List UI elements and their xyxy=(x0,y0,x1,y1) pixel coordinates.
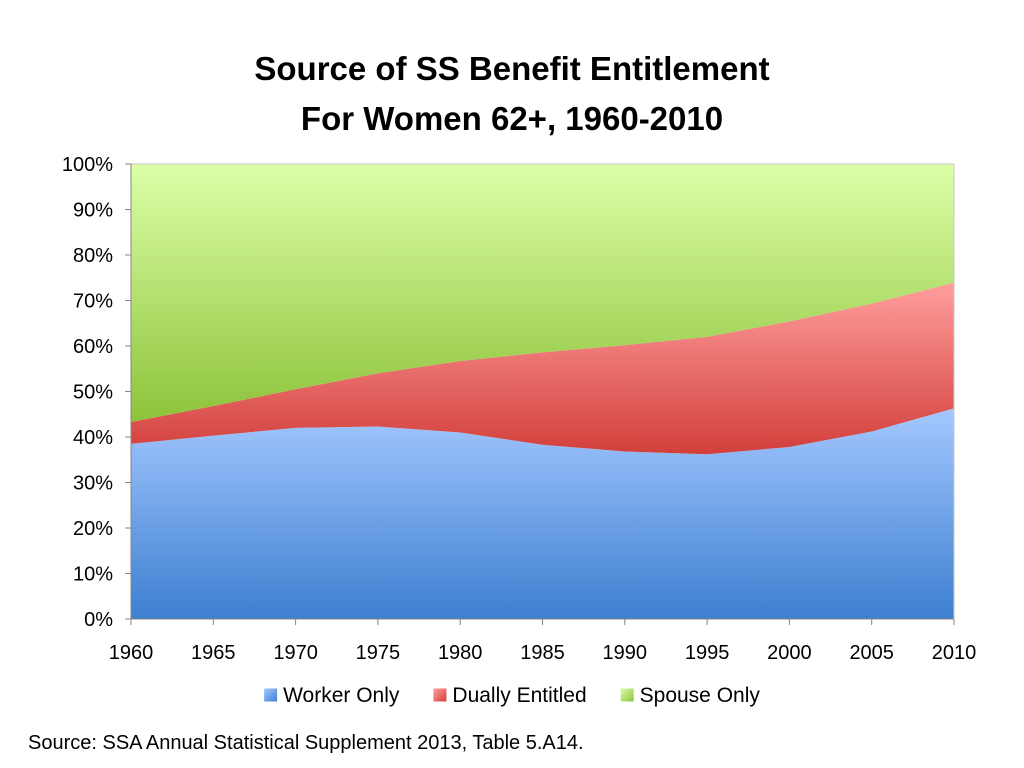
legend-swatch xyxy=(433,688,447,702)
x-tick-label: 1960 xyxy=(109,642,154,664)
y-tick-label: 100% xyxy=(62,154,113,176)
source-note: Source: SSA Annual Statistical Supplemen… xyxy=(28,732,584,754)
chart-title: Source of SS Benefit Entitlement For Wom… xyxy=(0,44,1024,144)
legend-label: Worker Only xyxy=(283,684,400,707)
y-tick-label: 10% xyxy=(73,564,113,586)
x-axis: 1960 1965 1970 1975 1980 1985 1990 1995 2000 2005… xyxy=(109,618,977,664)
chart-title-line-2: For Women 62+, 1960-2010 xyxy=(300,100,724,137)
legend-label: Spouse Only xyxy=(640,684,761,707)
y-axis: 0% 10% 20% 30% 40% 50% 60% 70% 80% 90% 100% xyxy=(62,154,132,631)
y-tick-label: 80% xyxy=(73,245,113,267)
plot-frame xyxy=(131,163,955,619)
x-tick-label: 1980 xyxy=(438,642,483,664)
x-tick-label: 1995 xyxy=(685,642,730,664)
area-worker-only xyxy=(131,408,954,619)
y-tick-label: 90% xyxy=(73,200,113,222)
x-tick-label: 1975 xyxy=(356,642,401,664)
y-tick-label: 70% xyxy=(73,291,113,313)
legend-swatch xyxy=(620,688,634,702)
y-tick-label: 60% xyxy=(73,336,113,358)
legend-swatch xyxy=(264,688,278,702)
y-tick-label: 30% xyxy=(73,473,113,495)
x-tick-label: 1970 xyxy=(273,642,318,664)
x-tick-label: 2005 xyxy=(849,642,894,664)
y-tick-label: 0% xyxy=(84,609,113,631)
y-tick-label: 20% xyxy=(73,518,113,540)
x-tick-label: 2010 xyxy=(932,642,977,664)
x-tick-label: 2000 xyxy=(767,642,812,664)
legend-item-spouse-only: Spouse Only xyxy=(620,684,761,707)
y-tick-label: 50% xyxy=(73,382,113,404)
area-spouse-only xyxy=(131,164,954,422)
chart-title-line-1: Source of SS Benefit Entitlement xyxy=(254,50,770,87)
legend-item-dually-entitled: Dually Entitled xyxy=(433,684,587,707)
x-tick-label: 1965 xyxy=(191,642,236,664)
plot-areas xyxy=(131,164,954,619)
x-tick-label: 1990 xyxy=(603,642,648,664)
area-dually-entitled xyxy=(131,282,954,455)
legend-label: Dually Entitled xyxy=(452,684,586,707)
y-tick-label: 40% xyxy=(73,427,113,449)
x-tick-label: 1985 xyxy=(520,642,565,664)
legend-item-worker-only: Worker Only xyxy=(264,684,400,707)
legend: Worker Only Dually Entitled Spouse Only xyxy=(264,684,760,707)
